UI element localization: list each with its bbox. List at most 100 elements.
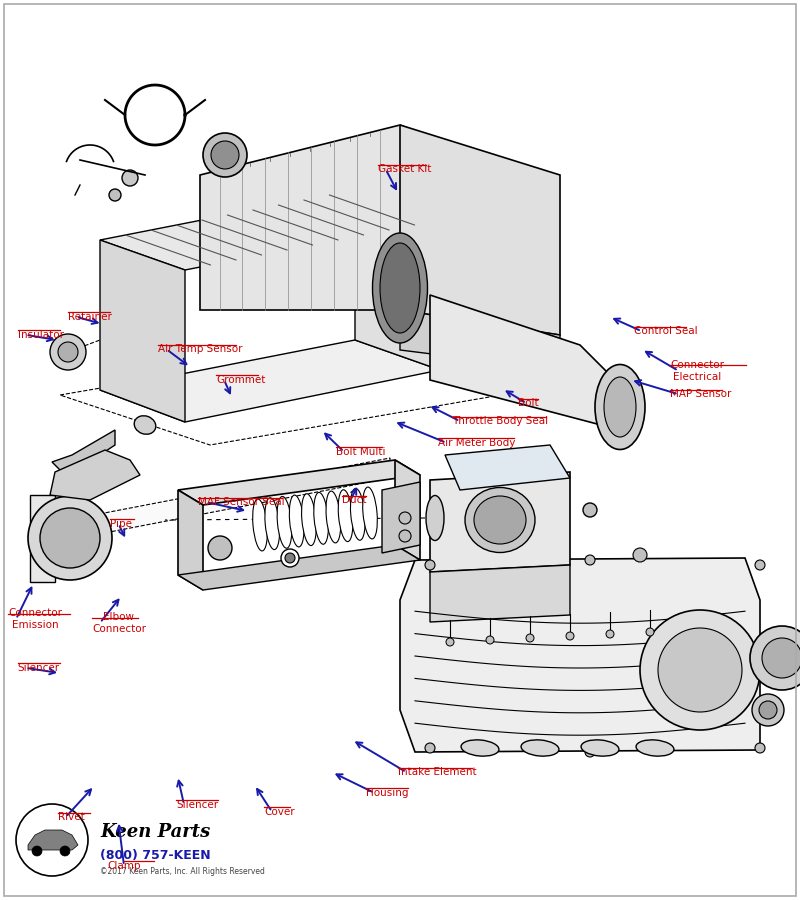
Text: ©2017 Keen Parts, Inc. All Rights Reserved: ©2017 Keen Parts, Inc. All Rights Reserv… bbox=[100, 868, 265, 877]
Text: MAP Sensor: MAP Sensor bbox=[670, 389, 732, 400]
Polygon shape bbox=[60, 340, 530, 445]
Polygon shape bbox=[400, 125, 560, 335]
Circle shape bbox=[633, 548, 647, 562]
Ellipse shape bbox=[314, 492, 329, 544]
Circle shape bbox=[122, 170, 138, 186]
Polygon shape bbox=[178, 460, 420, 505]
Polygon shape bbox=[200, 125, 475, 310]
Ellipse shape bbox=[277, 497, 292, 548]
Circle shape bbox=[486, 636, 494, 644]
Circle shape bbox=[762, 638, 800, 678]
Ellipse shape bbox=[253, 500, 267, 551]
Ellipse shape bbox=[581, 740, 619, 756]
Circle shape bbox=[750, 626, 800, 690]
Circle shape bbox=[28, 496, 112, 580]
Polygon shape bbox=[28, 830, 78, 850]
Polygon shape bbox=[430, 565, 570, 622]
Polygon shape bbox=[42, 458, 390, 545]
Ellipse shape bbox=[265, 498, 279, 550]
Circle shape bbox=[658, 628, 742, 712]
Circle shape bbox=[425, 743, 435, 753]
Text: Pipe: Pipe bbox=[110, 518, 133, 529]
Polygon shape bbox=[50, 450, 140, 500]
Ellipse shape bbox=[636, 740, 674, 756]
Circle shape bbox=[755, 560, 765, 570]
Polygon shape bbox=[445, 445, 570, 490]
Text: Clamp: Clamp bbox=[107, 860, 141, 871]
Text: Silencer: Silencer bbox=[18, 662, 60, 673]
Circle shape bbox=[16, 804, 88, 876]
Ellipse shape bbox=[302, 494, 316, 545]
Circle shape bbox=[583, 503, 597, 517]
Circle shape bbox=[606, 630, 614, 638]
Ellipse shape bbox=[373, 233, 427, 343]
Circle shape bbox=[566, 632, 574, 640]
Circle shape bbox=[425, 560, 435, 570]
Text: Retainer: Retainer bbox=[68, 311, 112, 322]
Text: Silencer: Silencer bbox=[176, 799, 218, 810]
Text: Gasket Kit: Gasket Kit bbox=[378, 164, 431, 175]
Ellipse shape bbox=[290, 495, 304, 547]
Text: Air Meter Body: Air Meter Body bbox=[438, 437, 516, 448]
Circle shape bbox=[40, 508, 100, 568]
Polygon shape bbox=[100, 340, 440, 422]
Polygon shape bbox=[430, 472, 570, 572]
Text: Connector
Electrical: Connector Electrical bbox=[670, 360, 725, 382]
Text: Insulator: Insulator bbox=[18, 329, 64, 340]
Circle shape bbox=[759, 701, 777, 719]
Circle shape bbox=[646, 628, 654, 636]
Ellipse shape bbox=[465, 488, 535, 553]
Text: Throttle Body Seal: Throttle Body Seal bbox=[452, 416, 548, 427]
Circle shape bbox=[285, 553, 295, 563]
Circle shape bbox=[58, 342, 78, 362]
Text: MAF Sensor Seal: MAF Sensor Seal bbox=[198, 497, 285, 508]
Circle shape bbox=[446, 638, 454, 646]
Text: Bolt Multi: Bolt Multi bbox=[336, 446, 386, 457]
Circle shape bbox=[211, 141, 239, 169]
Text: Rivet: Rivet bbox=[58, 812, 84, 823]
Polygon shape bbox=[382, 482, 420, 553]
Polygon shape bbox=[100, 240, 185, 422]
Polygon shape bbox=[355, 190, 440, 370]
Circle shape bbox=[399, 530, 411, 542]
Text: (800) 757-KEEN: (800) 757-KEEN bbox=[100, 849, 210, 861]
Ellipse shape bbox=[326, 491, 341, 543]
Text: Connector
Emission: Connector Emission bbox=[8, 608, 62, 630]
Circle shape bbox=[585, 747, 595, 757]
Circle shape bbox=[399, 512, 411, 524]
Circle shape bbox=[640, 610, 760, 730]
Ellipse shape bbox=[380, 243, 420, 333]
Text: Intake Element: Intake Element bbox=[398, 767, 477, 778]
Text: Control Seal: Control Seal bbox=[634, 326, 698, 337]
Text: Air Temp Sensor: Air Temp Sensor bbox=[158, 344, 243, 355]
Circle shape bbox=[109, 189, 121, 201]
Circle shape bbox=[752, 694, 784, 726]
Text: Housing: Housing bbox=[366, 788, 409, 798]
Polygon shape bbox=[52, 430, 115, 475]
Ellipse shape bbox=[338, 490, 353, 542]
Ellipse shape bbox=[461, 740, 499, 756]
Circle shape bbox=[203, 133, 247, 177]
Polygon shape bbox=[400, 310, 560, 370]
Circle shape bbox=[526, 634, 534, 642]
Ellipse shape bbox=[474, 496, 526, 544]
Ellipse shape bbox=[604, 377, 636, 437]
Ellipse shape bbox=[362, 487, 378, 539]
Polygon shape bbox=[400, 558, 760, 752]
Circle shape bbox=[50, 334, 86, 370]
Polygon shape bbox=[430, 295, 620, 430]
Circle shape bbox=[32, 846, 42, 856]
Polygon shape bbox=[30, 495, 55, 582]
Circle shape bbox=[281, 549, 299, 567]
Text: Bolt: Bolt bbox=[518, 398, 539, 409]
Text: Cover: Cover bbox=[264, 806, 294, 817]
Circle shape bbox=[585, 555, 595, 565]
Ellipse shape bbox=[350, 489, 365, 540]
Text: Elbow
Connector: Elbow Connector bbox=[92, 612, 146, 634]
Polygon shape bbox=[178, 490, 203, 590]
Polygon shape bbox=[100, 190, 440, 270]
Text: Keen Parts: Keen Parts bbox=[100, 823, 210, 841]
Circle shape bbox=[755, 743, 765, 753]
Ellipse shape bbox=[595, 364, 645, 449]
Ellipse shape bbox=[426, 496, 444, 541]
